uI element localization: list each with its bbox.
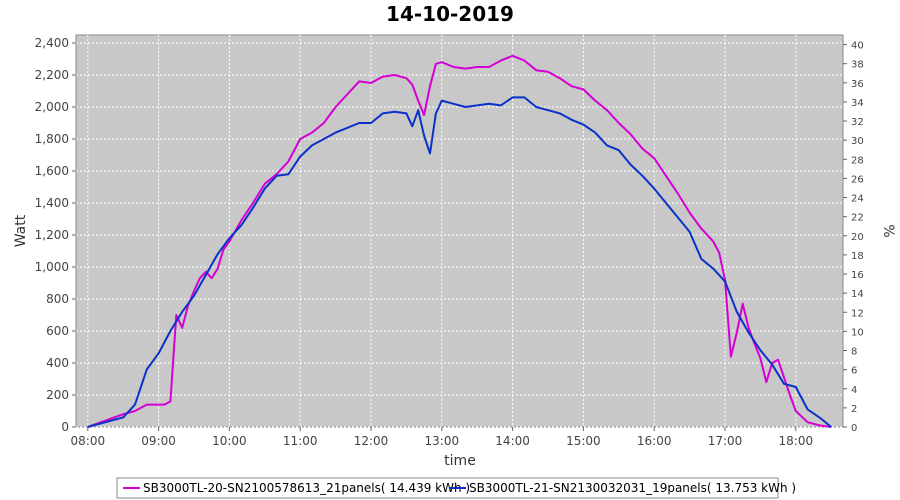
y-tick-label: 1,200 — [35, 228, 69, 242]
y-tick-label: 600 — [46, 324, 69, 338]
y2-tick-label: 40 — [851, 41, 864, 52]
legend-label-series-1: SB3000TL-20-SN2100578613_21panels( 14.43… — [143, 481, 470, 495]
y2-tick-label: 34 — [851, 98, 864, 109]
y2-tick-label: 4 — [851, 385, 857, 396]
legend-box — [116, 477, 779, 499]
grid — [76, 35, 843, 428]
x-axis-ticks: 08:00 09:00 10:00 11:00 12:00 13:00 14:00 15:00… — [71, 427, 814, 448]
y2-tick-label: 32 — [851, 117, 864, 128]
y2-tick-label: 24 — [851, 194, 864, 205]
series-line-2 — [87, 96, 832, 428]
y-tick-label: 0 — [61, 420, 69, 434]
y2-tick-label: 16 — [851, 270, 864, 281]
y2-tick-label: 6 — [851, 366, 857, 377]
x-axis-label: time — [444, 453, 476, 469]
y-tick-label: 2,000 — [35, 100, 69, 114]
y2-tick-label: 10 — [851, 327, 864, 338]
plot-area — [75, 34, 844, 428]
y2-tick-label: 2 — [851, 404, 857, 415]
x-tick-label: 11:00 — [283, 434, 318, 448]
y-tick-label: 1,600 — [35, 164, 69, 178]
y2-tick-label: 26 — [851, 174, 864, 185]
y-tick-label: 2,400 — [35, 36, 69, 50]
y2-tick-label: 36 — [851, 79, 864, 90]
x-tick-label: 09:00 — [141, 434, 176, 448]
x-tick-label: 08:00 — [71, 434, 106, 448]
y2-tick-label: 20 — [851, 232, 864, 243]
y2-tick-label: 8 — [851, 347, 857, 358]
y2-tick-label: 22 — [851, 213, 864, 224]
legend-label-series-2: SB3000TL-21-SN2130032031_19panels( 13.75… — [469, 481, 796, 495]
y2-tick-label: 28 — [851, 155, 864, 166]
chart-title: 14-10-2019 — [386, 2, 514, 26]
series-line-1 — [87, 54, 832, 428]
x-tick-label: 17:00 — [708, 434, 743, 448]
y2-tick-label: 18 — [851, 251, 864, 262]
y-tick-label: 200 — [46, 388, 69, 402]
x-tick-label: 18:00 — [779, 434, 814, 448]
x-tick-label: 12:00 — [354, 434, 389, 448]
y-tick-label: 1,800 — [35, 132, 69, 146]
y-axis-label: Watt — [13, 214, 29, 247]
y2-tick-label: 12 — [851, 308, 864, 319]
y-tick-label: 800 — [46, 292, 69, 306]
y2-tick-label: 38 — [851, 60, 864, 71]
x-tick-label: 16:00 — [637, 434, 672, 448]
y2-tick-label: 14 — [851, 289, 864, 300]
y2-tick-label: 0 — [851, 423, 857, 434]
x-tick-label: 10:00 — [212, 434, 247, 448]
y2-axis-label: % — [880, 224, 896, 237]
y-tick-label: 1,400 — [35, 196, 69, 210]
x-tick-label: 14:00 — [495, 434, 530, 448]
y-tick-label: 400 — [46, 356, 69, 370]
y2-tick-label: 30 — [851, 136, 864, 147]
legend: SB3000TL-20-SN2100578613_21panels( 14.43… — [116, 477, 796, 499]
x-tick-label: 13:00 — [425, 434, 460, 448]
series-layer — [87, 54, 832, 428]
y-tick-label: 2,200 — [35, 68, 69, 82]
y-axis-ticks: 0 200 400 600 800 1,000 1,200 1,400 1,600 1,800 2,… — [35, 36, 76, 434]
y-tick-label: 1,000 — [35, 260, 69, 274]
x-tick-label: 15:00 — [566, 434, 601, 448]
